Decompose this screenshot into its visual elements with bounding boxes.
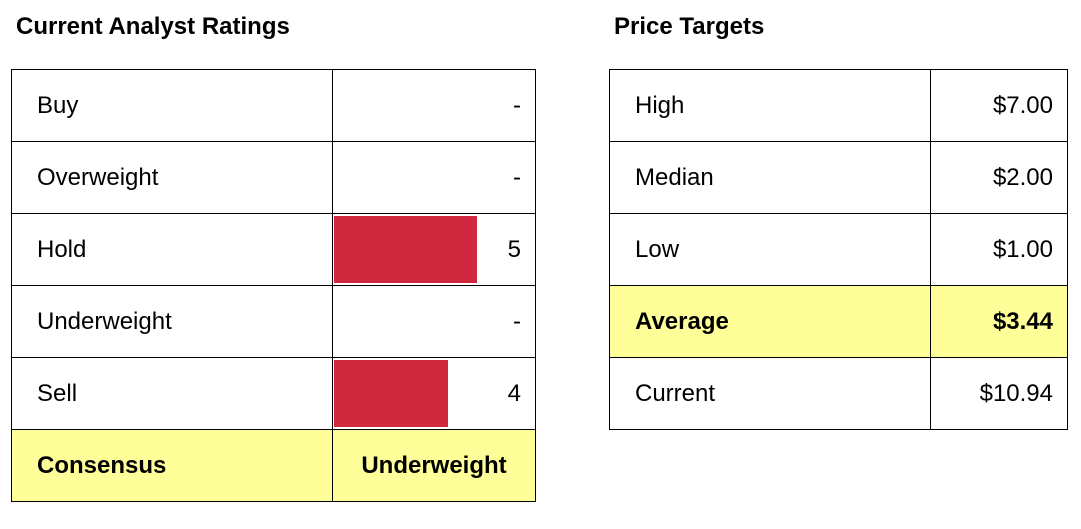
rating-count-cell: - (332, 141, 536, 214)
ratings-title: Current Analyst Ratings (16, 13, 290, 40)
target-value: $7.00 (930, 69, 1068, 142)
target-label: Average (609, 285, 931, 358)
rating-row-underweight: Underweight - (11, 285, 536, 358)
target-row-median: Median $2.00 (609, 141, 1068, 214)
rating-count: - (513, 307, 521, 335)
price-targets-title: Price Targets (614, 13, 765, 40)
target-label: Current (609, 357, 931, 430)
consensus-row: Consensus Underweight (11, 429, 536, 502)
rating-bar (334, 216, 477, 283)
target-row-low: Low $1.00 (609, 213, 1068, 286)
rating-row-sell: Sell 4 (11, 357, 536, 430)
rating-row-overweight: Overweight - (11, 141, 536, 214)
target-label: Low (609, 213, 931, 286)
rating-bar (334, 360, 448, 427)
rating-count: 5 (507, 235, 521, 263)
consensus-value: Underweight (332, 429, 536, 502)
target-row-high: High $7.00 (609, 69, 1068, 142)
rating-count-cell: 5 (332, 213, 536, 286)
target-value: $2.00 (930, 141, 1068, 214)
rating-count-cell: 4 (332, 357, 536, 430)
rating-count: 4 (507, 379, 521, 407)
rating-label: Overweight (11, 141, 333, 214)
rating-row-buy: Buy - (11, 69, 536, 142)
rating-label: Hold (11, 213, 333, 286)
target-label: High (609, 69, 931, 142)
price-targets-table: High $7.00 Median $2.00 Low $1.00 Averag… (609, 69, 1068, 430)
rating-count: - (513, 91, 521, 119)
consensus-label: Consensus (11, 429, 333, 502)
rating-label: Buy (11, 69, 333, 142)
rating-count-cell: - (332, 69, 536, 142)
rating-label: Sell (11, 357, 333, 430)
target-row-average: Average $3.44 (609, 285, 1068, 358)
rating-count-cell: - (332, 285, 536, 358)
rating-count: - (513, 163, 521, 191)
target-label: Median (609, 141, 931, 214)
rating-row-hold: Hold 5 (11, 213, 536, 286)
target-row-current: Current $10.94 (609, 357, 1068, 430)
rating-label: Underweight (11, 285, 333, 358)
target-value: $10.94 (930, 357, 1068, 430)
target-value: $3.44 (930, 285, 1068, 358)
target-value: $1.00 (930, 213, 1068, 286)
analyst-ratings-table: Buy - Overweight - Hold 5 Underweight (11, 69, 536, 502)
